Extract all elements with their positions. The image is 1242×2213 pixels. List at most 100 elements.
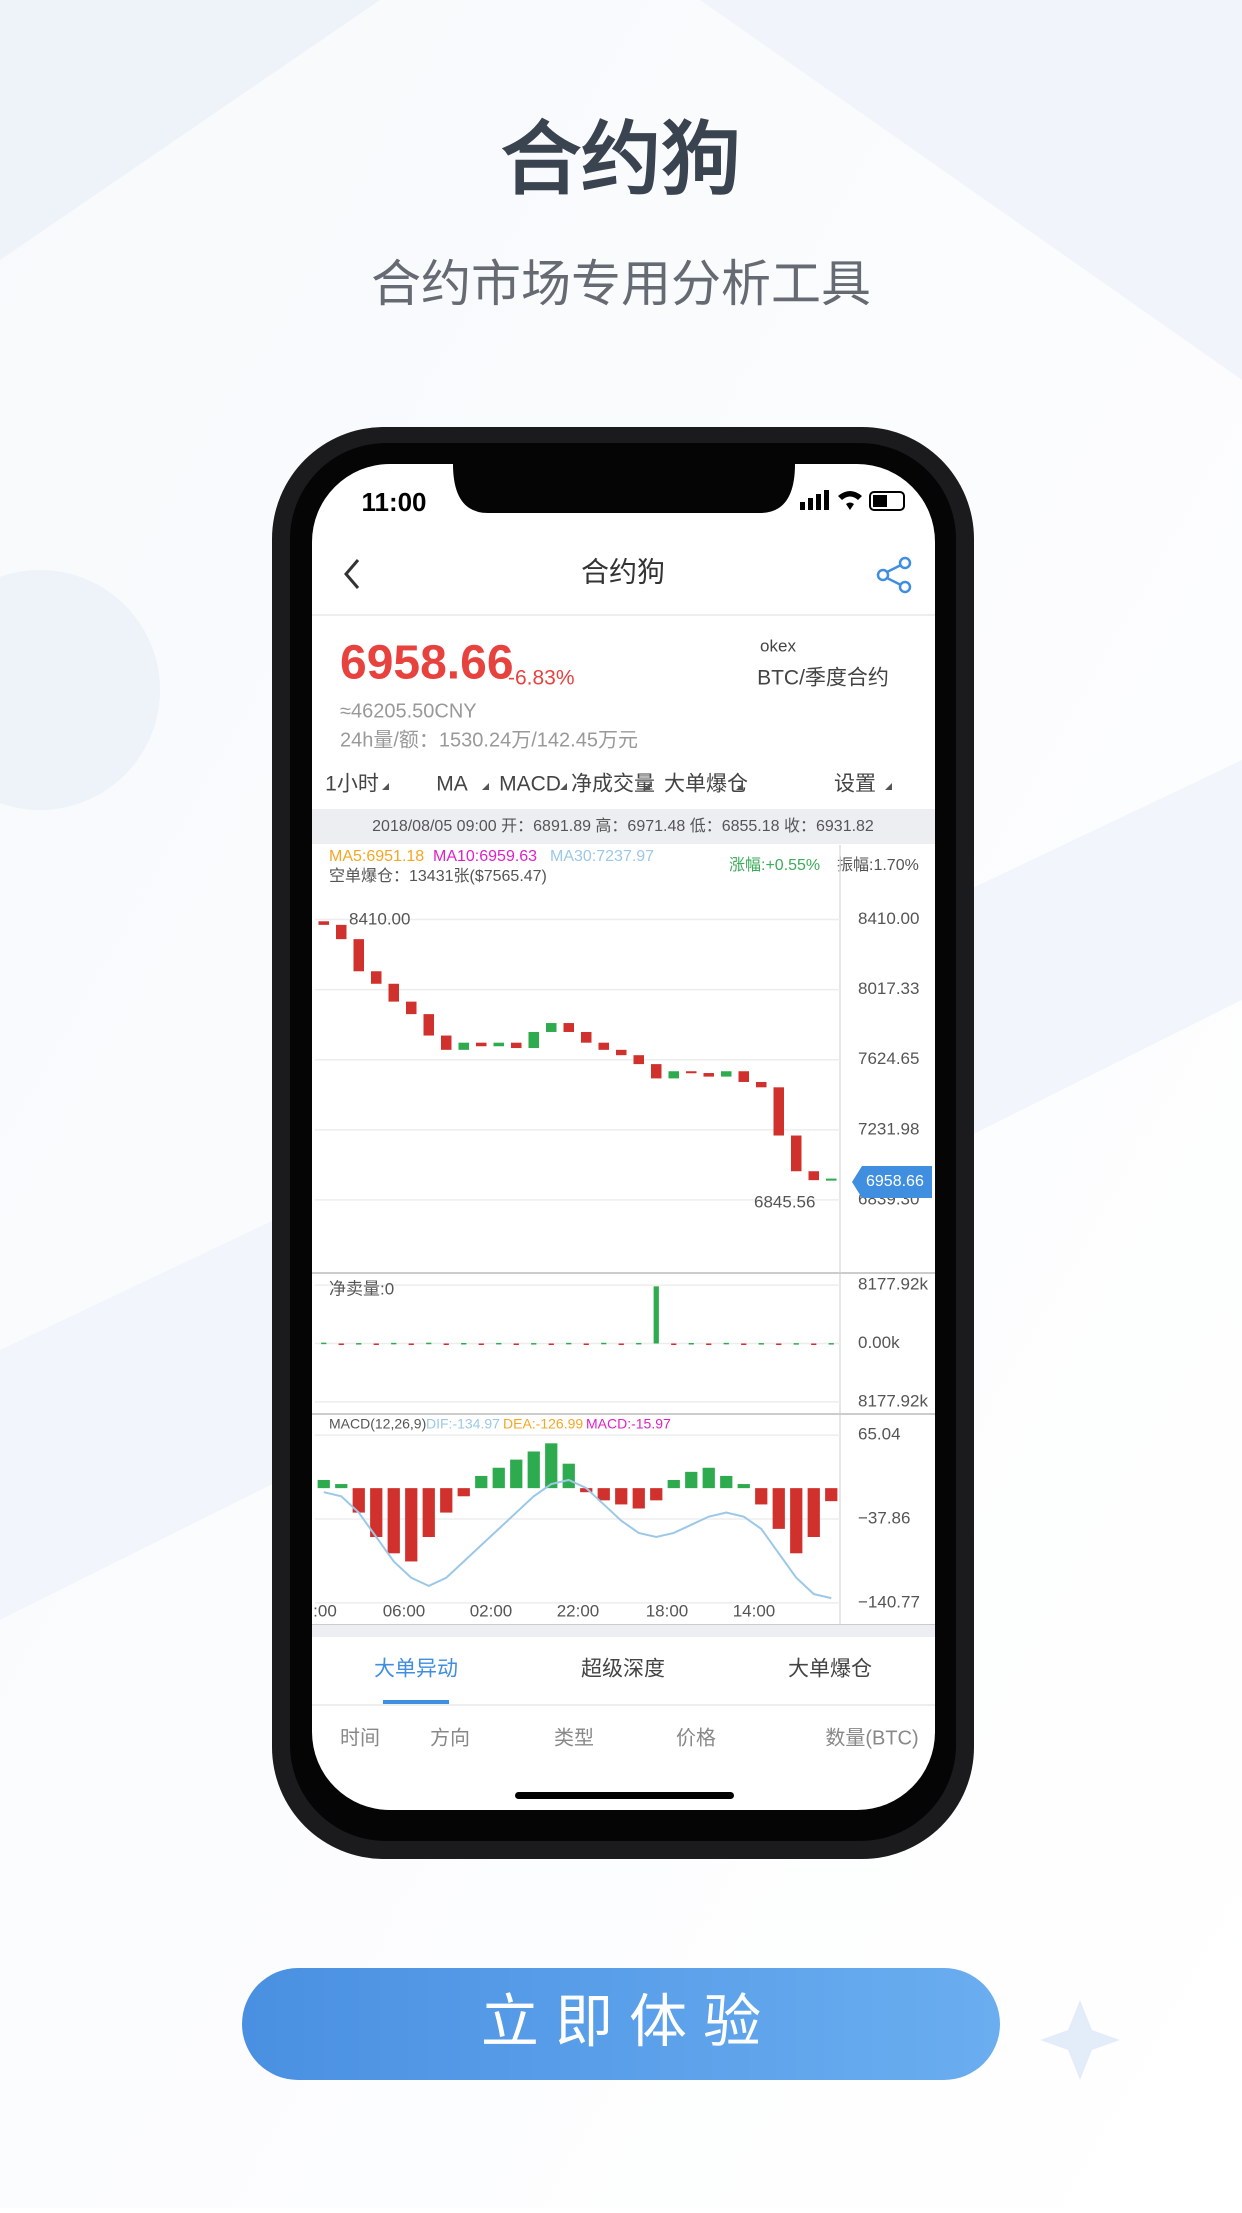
candle xyxy=(826,1178,837,1181)
volume-bar xyxy=(321,1342,327,1345)
y-tick-label: −140.77 xyxy=(858,1592,920,1611)
tab[interactable]: 大单异动 xyxy=(374,1658,458,1681)
candle xyxy=(651,1064,662,1079)
macd-bar xyxy=(720,1475,733,1489)
decor xyxy=(700,0,1242,380)
macd-bar xyxy=(387,1488,400,1554)
nav-title: 合约狗 xyxy=(581,556,665,587)
toolbar-item[interactable]: 大单爆仓 xyxy=(664,773,748,796)
volume-bar xyxy=(636,1342,642,1345)
column-header: 数量(BTC) xyxy=(825,1726,918,1749)
macd-bar xyxy=(335,1484,348,1489)
x-tick-label: 06:00 xyxy=(383,1601,426,1620)
x-tick-label: :00 xyxy=(313,1601,337,1620)
macd-bar xyxy=(370,1488,383,1538)
decor xyxy=(0,570,160,810)
decor xyxy=(0,0,380,260)
ma30: MA30:7237.97 xyxy=(550,848,654,865)
macd-bar xyxy=(527,1451,540,1489)
volume-bar xyxy=(461,1343,467,1345)
dropdown-arrow xyxy=(643,783,650,790)
x-tick-label: 14:00 xyxy=(733,1601,776,1620)
exchange: okex xyxy=(760,636,796,655)
dropdown-arrow xyxy=(885,783,892,790)
cny: ≈46205.50CNY xyxy=(340,700,477,722)
candle xyxy=(546,1023,557,1032)
tab[interactable]: 超级深度 xyxy=(581,1658,665,1681)
macd-bar xyxy=(580,1488,593,1493)
macd-bar xyxy=(825,1488,838,1502)
volume-bar xyxy=(758,1343,764,1345)
high-label: 8410.00 xyxy=(349,909,410,928)
macd-bar xyxy=(632,1488,645,1509)
back-button[interactable] xyxy=(344,559,360,589)
candle xyxy=(633,1055,644,1065)
candle xyxy=(563,1023,574,1032)
volume-bar xyxy=(373,1343,379,1345)
candle xyxy=(616,1049,627,1056)
toolbar-item[interactable]: MACD xyxy=(499,773,561,796)
macd-bar xyxy=(457,1488,470,1497)
cta-label[interactable]: 立 即 体 验 xyxy=(481,1989,761,2054)
share-button[interactable] xyxy=(876,556,912,594)
column-header: 类型 xyxy=(554,1726,594,1749)
dif-line xyxy=(323,1478,832,1600)
candle xyxy=(371,971,382,984)
volume-bar xyxy=(426,1342,432,1345)
tab[interactable]: 大单爆仓 xyxy=(788,1658,872,1681)
change: -6.83% xyxy=(508,667,575,690)
column-header: 方向 xyxy=(430,1726,470,1749)
contract[interactable]: BTC/季度合约 xyxy=(757,667,889,690)
candle xyxy=(388,983,399,1002)
x-tick-label: 18:00 xyxy=(646,1601,689,1620)
toolbar-item[interactable]: 1小时 xyxy=(325,773,379,796)
candle xyxy=(703,1073,714,1077)
candle xyxy=(406,1001,417,1015)
last-price-tag xyxy=(852,1166,932,1198)
candle xyxy=(598,1042,609,1050)
home-indicator xyxy=(515,1792,734,1799)
y-tick-label: 8177.92k xyxy=(858,1391,928,1410)
macd-bar xyxy=(667,1479,680,1489)
amplitude: 振幅:1.70% xyxy=(837,856,919,874)
ma10: MA10:6959.63 xyxy=(433,848,537,865)
candle xyxy=(353,939,364,972)
candle xyxy=(738,1071,749,1082)
macd-label: MACD:-15.97 xyxy=(586,1416,671,1432)
candle xyxy=(581,1031,592,1043)
toolbar-item[interactable]: MA xyxy=(436,773,468,796)
x-tick-label: 02:00 xyxy=(470,1601,513,1620)
candle xyxy=(721,1071,732,1077)
macd-bar xyxy=(422,1488,435,1538)
volume-bar xyxy=(356,1343,362,1345)
volume-bar xyxy=(811,1343,817,1345)
last-price: 6958.66 xyxy=(866,1173,924,1190)
volume-bar xyxy=(741,1343,747,1345)
ohlc-bar xyxy=(312,809,935,844)
macd-bar xyxy=(755,1488,768,1505)
volume-bar xyxy=(408,1343,414,1345)
candle xyxy=(458,1042,469,1050)
dropdown-arrow xyxy=(382,783,389,790)
x-tick-label: 22:00 xyxy=(557,1601,600,1620)
volume-bar xyxy=(723,1342,729,1345)
toolbar-item[interactable]: 净成交量 xyxy=(571,773,655,796)
status-time: 11:00 xyxy=(361,487,426,517)
decor xyxy=(1040,2000,1120,2080)
macd-bar xyxy=(615,1488,628,1505)
candle xyxy=(336,924,347,940)
volume-bar xyxy=(671,1343,677,1345)
ohlc: 2018/08/05 09:00 开：6891.89 高：6971.48 低：6… xyxy=(372,817,874,835)
volume-bar xyxy=(688,1343,694,1345)
macd-title: MACD(12,26,9) xyxy=(329,1416,426,1432)
volume-bar xyxy=(496,1342,502,1345)
toolbar-item[interactable]: 设置 xyxy=(834,773,876,796)
cta-button[interactable] xyxy=(242,1968,1000,2080)
macd-bar xyxy=(492,1467,505,1489)
macd-bar xyxy=(440,1488,453,1513)
liquidation: 空单爆仓：13431张($7565.47) xyxy=(329,866,547,885)
volume-bar xyxy=(828,1343,834,1345)
candle xyxy=(528,1031,539,1049)
status-icons xyxy=(800,490,905,511)
